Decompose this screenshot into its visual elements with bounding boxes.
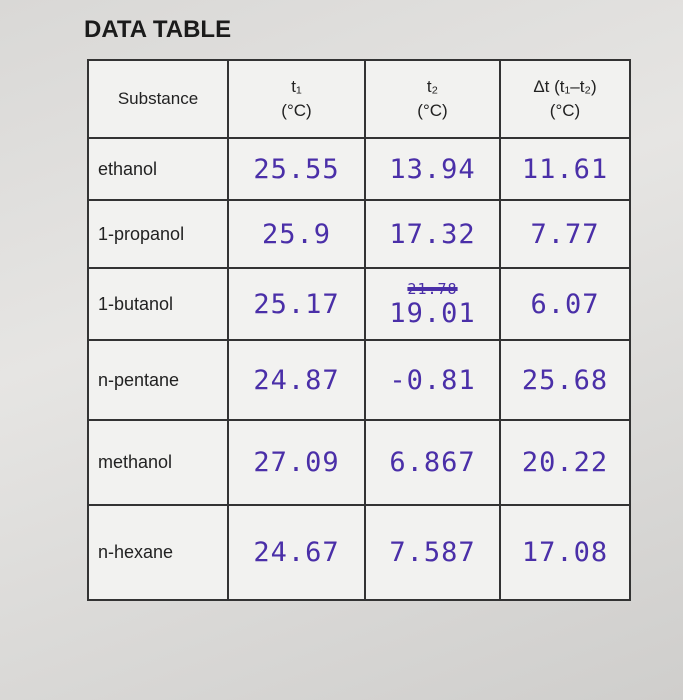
header-text: (°C) <box>417 101 448 120</box>
handwritten-value: 6.867 <box>389 447 476 478</box>
handwritten-value: 24.87 <box>253 364 340 396</box>
value-cell: 25.9 <box>228 200 365 268</box>
value-cell: 17.32 <box>365 200 500 268</box>
substance-cell: n-hexane <box>88 505 228 600</box>
value-cell: 25.55 <box>228 138 365 200</box>
substance-cell: ethanol <box>88 138 228 200</box>
value-cell: 21.78 19.01 <box>365 268 500 340</box>
header-text: Substance <box>117 89 199 108</box>
header-text: t₁ <box>291 77 302 96</box>
header-text: Δt (t₁–t₂) <box>533 77 597 96</box>
value-cell: 11.61 <box>500 138 630 200</box>
handwritten-value: -0.81 <box>389 364 476 396</box>
handwritten-value: 17.32 <box>389 218 476 250</box>
table-background <box>87 59 631 601</box>
value-cell: 13.94 <box>365 138 500 200</box>
value-cell: 17.08 <box>500 505 630 600</box>
struck-text: 21.78 <box>407 279 458 298</box>
header-cell: Substance <box>88 60 228 138</box>
substance-name: methanol <box>98 452 173 472</box>
substance-cell: n-pentane <box>88 340 228 420</box>
handwritten-value: 24.67 <box>253 537 340 568</box>
header-text: t₂ <box>426 77 439 96</box>
substance-name: n-hexane <box>98 542 174 562</box>
handwritten-value: 13.94 <box>389 153 476 185</box>
handwritten-value: 25.17 <box>253 288 340 320</box>
value-cell: 27.09 <box>228 420 365 505</box>
value-cell: 7.587 <box>365 505 500 600</box>
value-cell: -0.81 <box>365 340 500 420</box>
value-cell: 7.77 <box>500 200 630 268</box>
value-cell: 25.68 <box>500 340 630 420</box>
handwritten-value: 20.22 <box>521 447 609 478</box>
substance-cell: 1-butanol <box>88 268 228 340</box>
value-cell: 6.867 <box>365 420 500 505</box>
header-text: (°C) <box>549 101 581 120</box>
handwritten-value: 7.587 <box>389 537 476 568</box>
header-cell: t₁ (°C) <box>228 60 365 138</box>
handwritten-value: 19.01 <box>389 297 476 329</box>
substance-name: ethanol <box>98 158 158 179</box>
handwritten-value: 25.9 <box>261 218 332 250</box>
substance-name: 1-butanol <box>98 293 174 314</box>
handwritten-value: 11.61 <box>521 153 609 185</box>
handwritten-value: 6.07 <box>530 288 600 320</box>
title: DATA TABLE <box>84 16 232 43</box>
substance-name: n-pentane <box>98 369 180 390</box>
value-cell: 24.87 <box>228 340 365 420</box>
value-cell: 20.22 <box>500 420 630 505</box>
handwritten-value: 7.77 <box>530 218 600 250</box>
substance-name: 1-propanol <box>98 223 185 244</box>
header-text: (°C) <box>281 101 312 120</box>
header-cell: Δt (t₁–t₂) (°C) <box>500 60 630 138</box>
substance-cell: methanol <box>88 420 228 505</box>
handwritten-value: 25.55 <box>253 153 340 185</box>
value-cell: 24.67 <box>228 505 365 600</box>
value-cell: 25.17 <box>228 268 365 340</box>
substance-cell: 1-propanol <box>88 200 228 268</box>
handwritten-value: 27.09 <box>253 447 340 478</box>
value-cell: 6.07 <box>500 268 630 340</box>
handwritten-value: 25.68 <box>521 364 609 396</box>
handwritten-value: 17.08 <box>521 537 609 568</box>
header-cell: t₂ (°C) <box>365 60 500 138</box>
